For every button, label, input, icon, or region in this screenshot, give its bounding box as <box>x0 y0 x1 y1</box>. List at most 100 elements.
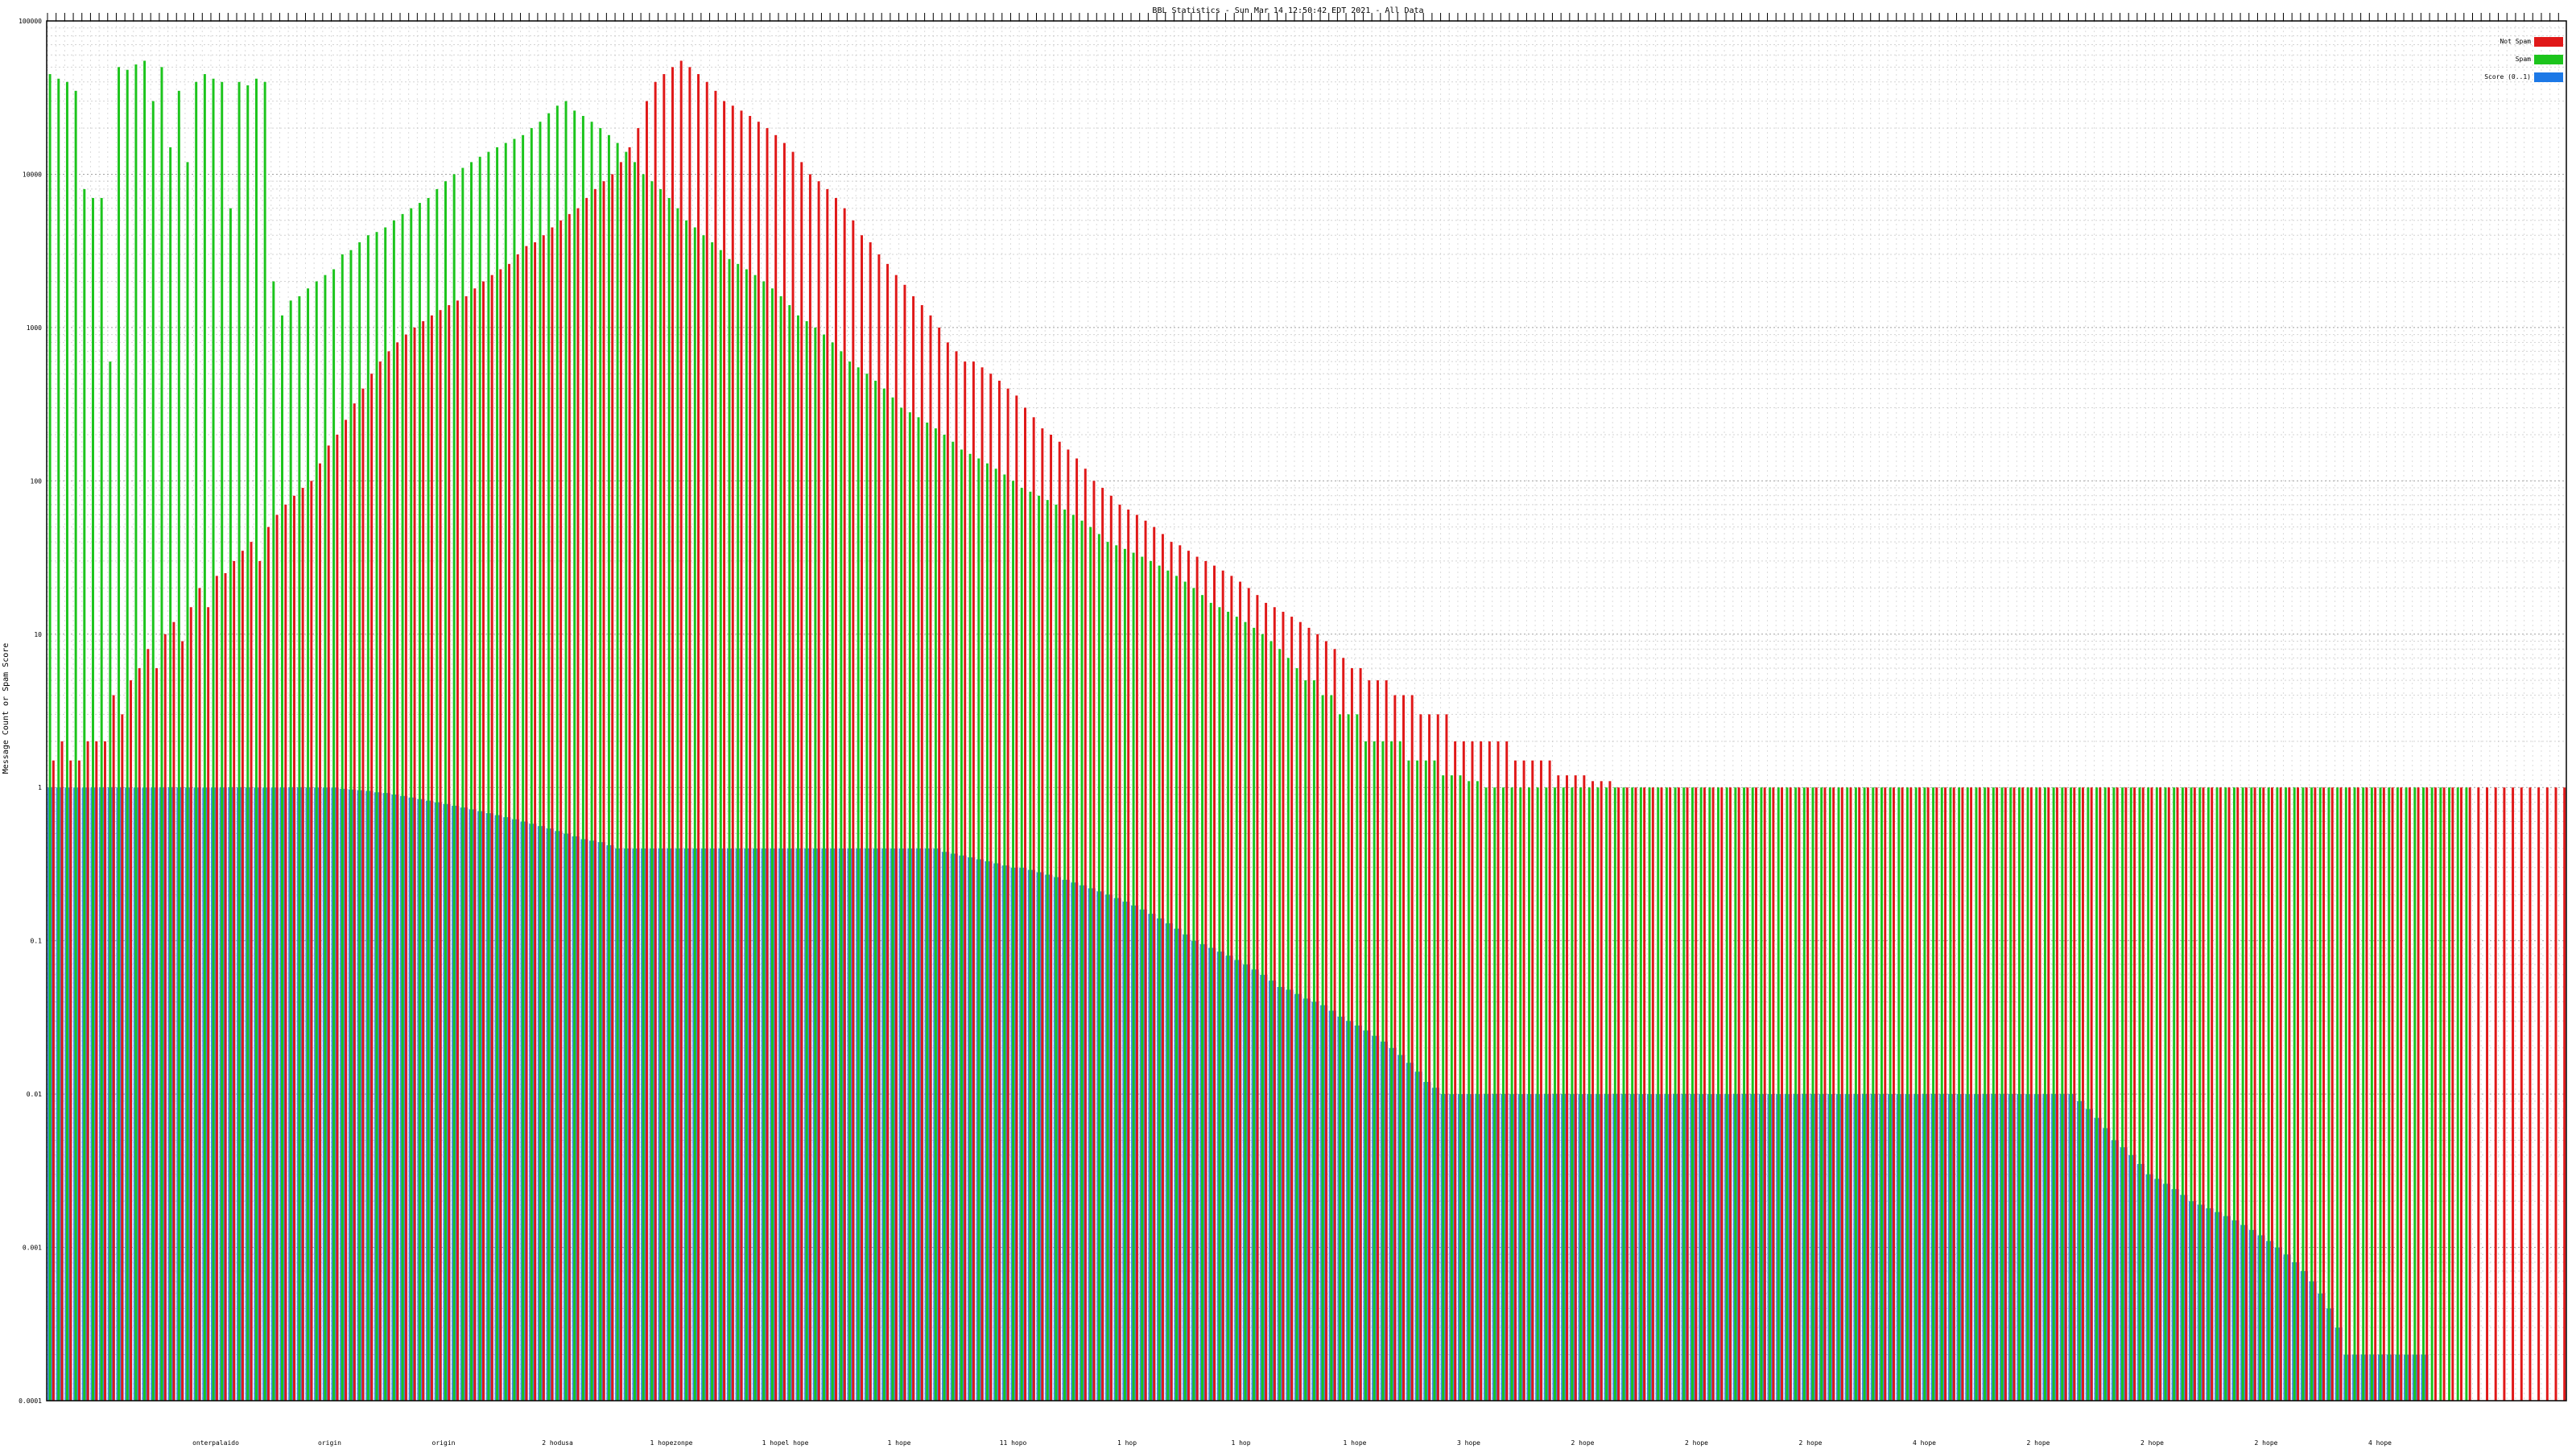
x-group-label: origin <box>432 1439 456 1447</box>
bar-not-spam <box>2494 787 2497 1401</box>
bar-not-spam <box>1462 741 1465 1401</box>
bar-not-spam <box>508 263 511 1402</box>
bar-spam <box>487 151 490 1401</box>
bar-not-spam <box>2236 787 2240 1401</box>
bar-spam <box>1854 787 1857 1401</box>
bar-spam <box>1459 775 1462 1401</box>
bar-spam <box>1665 787 1668 1401</box>
bar-spam <box>977 458 980 1401</box>
x-group-label: 1 hope <box>1344 1439 1367 1447</box>
bar-score <box>520 821 528 1401</box>
bar-not-spam <box>1781 787 1784 1401</box>
bar-not-spam <box>568 213 571 1402</box>
y-tick-label: 0.01 <box>27 1091 42 1098</box>
bar-score <box>1930 1094 1938 1401</box>
bar-score <box>47 787 56 1401</box>
bar-not-spam <box>448 305 451 1402</box>
bar-not-spam <box>2330 787 2334 1401</box>
bar-score <box>864 848 873 1401</box>
bar-spam <box>1613 787 1616 1401</box>
bar-score <box>683 848 691 1401</box>
bar-score <box>1913 1094 1922 1401</box>
bar-spam <box>770 288 774 1401</box>
bar-score <box>546 828 554 1401</box>
bar-score <box>116 787 124 1401</box>
bar-spam <box>2000 787 2004 1401</box>
bar-not-spam <box>1153 526 1156 1401</box>
bar-spam <box>272 281 275 1402</box>
bar-spam <box>952 441 955 1402</box>
bar-score <box>1517 1094 1525 1401</box>
bar-spam <box>1269 641 1273 1401</box>
bar-not-spam <box>301 488 304 1401</box>
bar-score <box>1183 934 1191 1401</box>
bar-score <box>555 831 563 1401</box>
bar-not-spam <box>1737 787 1740 1401</box>
bar-not-spam <box>1996 787 1999 1401</box>
bar-spam <box>1373 741 1376 1401</box>
bar-not-spam <box>2244 787 2248 1401</box>
bar-not-spam <box>499 269 502 1402</box>
bar-not-spam <box>250 542 253 1401</box>
bar-not-spam <box>2159 787 2162 1401</box>
bar-spam <box>581 116 584 1402</box>
bar-spam <box>1820 787 1823 1401</box>
bar-not-spam <box>663 74 666 1402</box>
bar-not-spam <box>938 327 941 1401</box>
y-tick-label: 0.1 <box>31 938 43 945</box>
bar-score <box>322 787 331 1401</box>
bar-not-spam <box>1643 787 1646 1401</box>
bar-spam <box>2448 787 2451 1401</box>
bar-spam <box>762 281 766 1402</box>
bar-score <box>1208 947 1216 1401</box>
bar-score <box>2309 1281 2317 1401</box>
bar-score <box>1690 1094 1698 1401</box>
bar-score <box>2369 1354 2377 1401</box>
bar-score <box>726 848 735 1401</box>
bar-score <box>1699 1094 1707 1401</box>
bar-not-spam <box>1006 388 1009 1402</box>
bar-score <box>907 848 915 1401</box>
bar-spam <box>341 254 344 1401</box>
bar-score <box>1905 1094 1913 1401</box>
bar-score <box>2231 1220 2240 1401</box>
bar-score <box>2334 1327 2343 1401</box>
bar-score <box>1724 1094 1732 1401</box>
bar-not-spam <box>946 342 949 1401</box>
bar-score <box>1423 1082 1431 1401</box>
bar-score <box>2197 1204 2205 1401</box>
bar-score <box>580 839 588 1401</box>
bar-not-spam <box>2262 787 2265 1401</box>
bar-not-spam <box>2167 787 2170 1401</box>
bar-spam <box>1338 714 1341 1401</box>
bar-spam <box>195 81 198 1402</box>
bar-not-spam <box>2055 787 2058 1401</box>
bar-score <box>2051 1094 2059 1401</box>
legend-label: Spam <box>2516 56 2531 63</box>
bar-not-spam <box>1858 787 1861 1401</box>
bar-score <box>1509 1094 1517 1401</box>
bar-score <box>1216 952 1225 1401</box>
bar-spam <box>745 269 748 1402</box>
y-axis-label: Message Count or Spam Score <box>2 643 10 774</box>
bar-score <box>1741 1094 1749 1401</box>
bar-spam <box>1476 781 1479 1401</box>
bar-not-spam <box>1041 428 1044 1401</box>
bar-spam <box>254 78 258 1401</box>
bar-not-spam <box>1574 775 1577 1401</box>
bar-not-spam <box>2339 787 2343 1401</box>
bar-not-spam <box>1531 760 1534 1401</box>
bar-score <box>1027 869 1035 1401</box>
x-group-label: 2 hodusa <box>542 1439 573 1447</box>
bar-not-spam <box>404 334 407 1401</box>
bar-score <box>288 787 296 1401</box>
bar-not-spam <box>1566 775 1568 1401</box>
bar-score <box>340 788 348 1401</box>
bar-score <box>1552 1094 1560 1401</box>
bar-not-spam <box>2211 787 2214 1401</box>
x-group-label: 1 hop <box>1231 1439 1250 1447</box>
bar-not-spam <box>679 60 683 1401</box>
bar-not-spam <box>198 588 201 1401</box>
bar-score <box>2111 1140 2120 1401</box>
x-group-label: 2 hope <box>1685 1439 1708 1447</box>
